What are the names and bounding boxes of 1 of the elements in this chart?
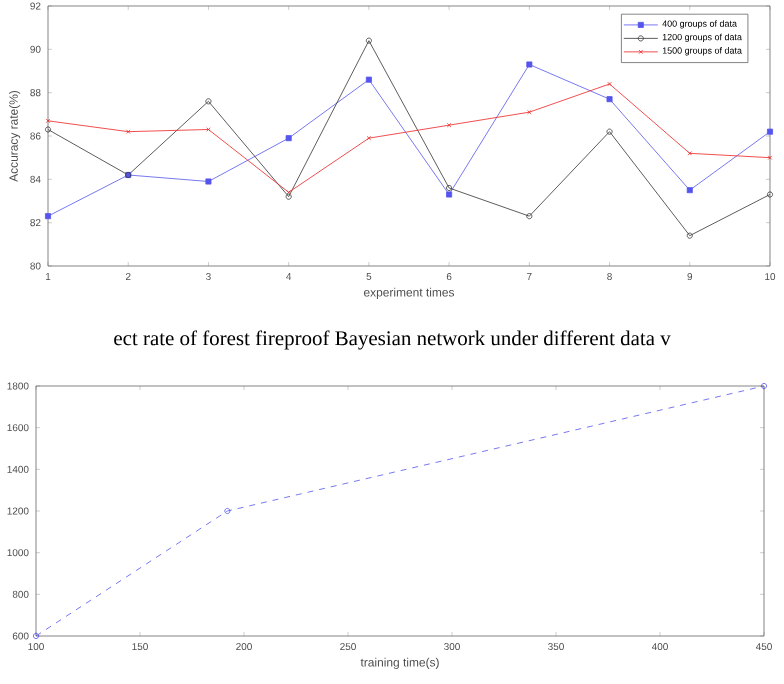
text: ect rate of forest fireproof Bayesian network under different data v: [114, 330, 671, 350]
